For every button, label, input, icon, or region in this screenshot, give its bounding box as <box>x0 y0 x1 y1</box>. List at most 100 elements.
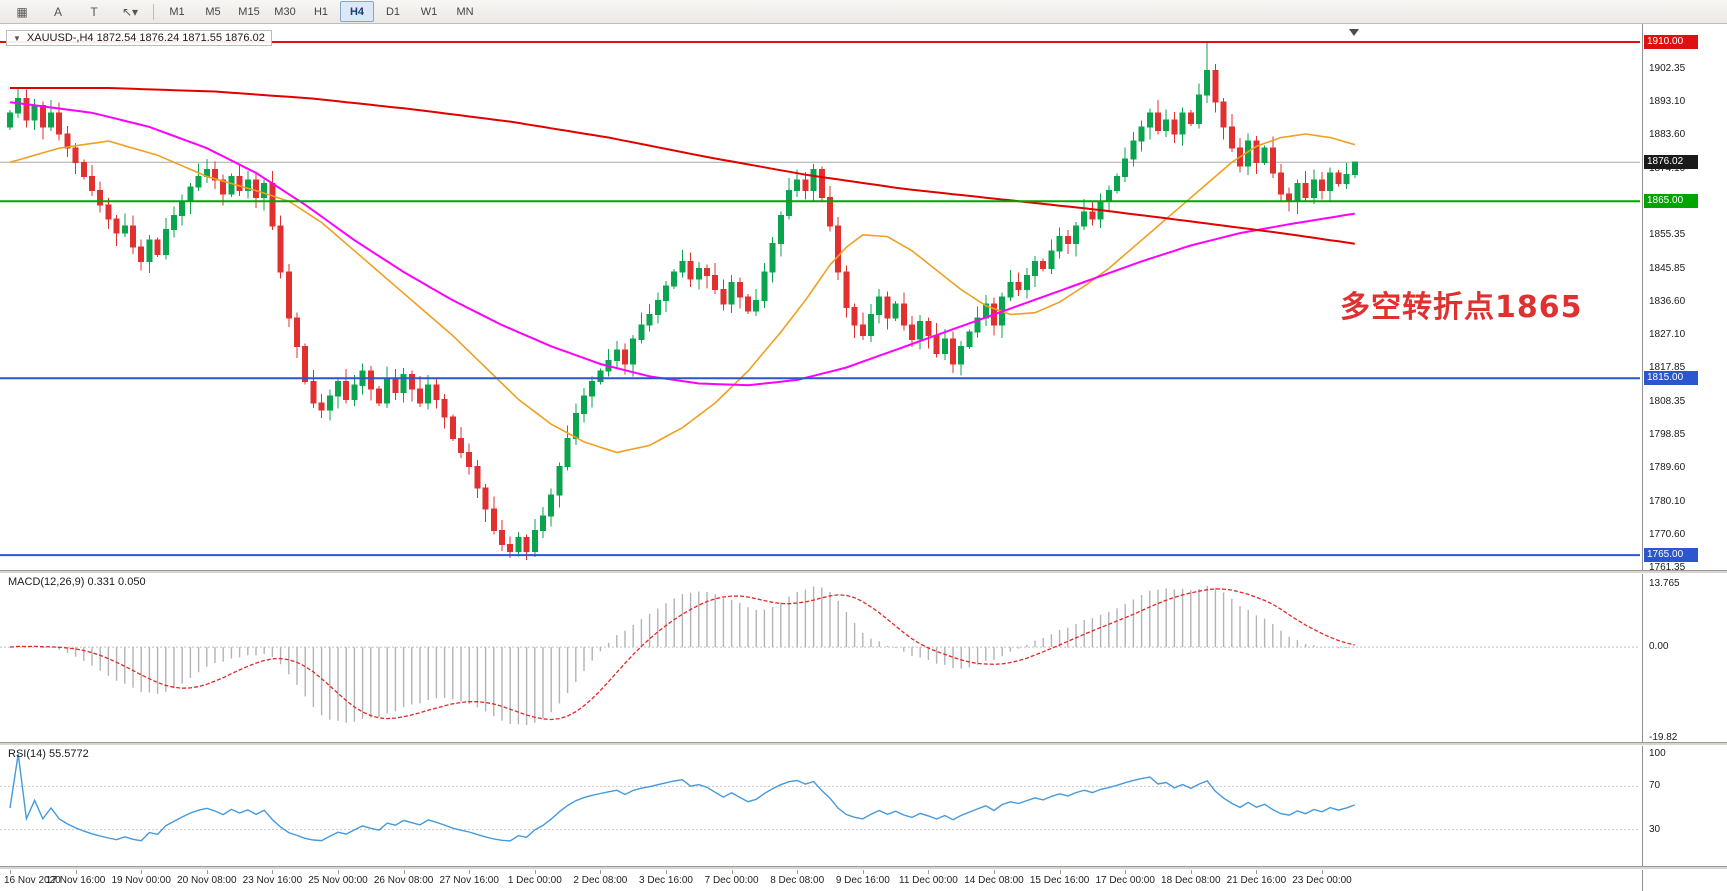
timeframe-m15-button[interactable]: M15 <box>238 5 260 18</box>
time-axis-label: 19 Nov 00:00 <box>111 875 171 886</box>
time-axis-label: 27 Nov 16:00 <box>439 875 499 886</box>
price-tick-label: 1770.60 <box>1649 529 1686 541</box>
time-axis-tick <box>600 870 602 874</box>
price-level-badge[interactable]: 1765.00 <box>1644 548 1698 563</box>
price-tick-label: 1893.10 <box>1649 95 1686 107</box>
time-axis-tick <box>1059 870 1061 874</box>
timeframe-mn-button[interactable]: MN <box>456 5 474 18</box>
time-axis-label: 8 Dec 08:00 <box>770 875 825 886</box>
time-axis-tick <box>75 870 77 874</box>
time-axis[interactable]: 16 Nov 2020 17 Nov 16:00 19 Nov 00:00 20 No… <box>0 870 1642 891</box>
time-axis-tick <box>1256 870 1258 874</box>
time-axis-tick <box>731 870 733 874</box>
price-tick-label: 1789.60 <box>1649 462 1686 474</box>
drawing-tools-button[interactable]: ↖▾ <box>121 4 139 19</box>
rsi-axis-label: 100 <box>1649 748 1666 759</box>
macd-axis-label: -19.82 <box>1649 732 1678 743</box>
price-level-badge[interactable]: 1815.00 <box>1644 371 1698 386</box>
ma-mid-magenta <box>9 101 1355 387</box>
charts-grid-button[interactable]: ▦ <box>16 4 28 19</box>
time-axis-tick <box>1322 870 1323 874</box>
macd-indicator-label: MACD(12,26,9) 0.331 0.050 <box>8 576 146 588</box>
time-axis-label: 20 Nov 08:00 <box>177 875 237 886</box>
time-axis-tick <box>272 870 274 874</box>
time-axis-tick <box>1190 870 1192 874</box>
time-axis-tick <box>797 870 799 874</box>
time-axis-tick <box>403 870 405 874</box>
rsi-axis-label: 30 <box>1649 823 1661 835</box>
collapse-icon[interactable]: ▼ <box>13 33 21 43</box>
price-tick-label: 1845.85 <box>1649 262 1686 274</box>
price-axis[interactable]: 1902.351893.101883.601874.101864.851855.… <box>1642 24 1727 891</box>
timeframe-h1-button[interactable]: H1 <box>313 5 329 18</box>
price-level-badge[interactable]: 1865.00 <box>1644 194 1698 209</box>
toolbar-separator <box>153 3 154 20</box>
time-axis-label: 7 Dec 00:00 <box>704 875 759 886</box>
time-axis-label: 21 Dec 16:00 <box>1226 875 1287 886</box>
chart-area[interactable]: ▼ XAUUSD-,H4 1872.54 1876.24 1871.55 187… <box>0 24 1727 891</box>
rsi-indicator-label: RSI(14) 55.5772 <box>8 748 89 760</box>
time-axis-label: 1 Dec 00:00 <box>507 875 562 886</box>
chart-annotation-text: 多空转折点1865 <box>1340 290 1583 325</box>
panel-divider-macd[interactable] <box>0 570 1727 574</box>
candles-down <box>23 63 1342 560</box>
rsi-line <box>9 753 1356 842</box>
ma-fast-orange <box>9 133 1356 454</box>
time-axis-tick <box>206 870 208 874</box>
price-tick-label: 1761.35 <box>1649 562 1686 573</box>
panel-divider-timeaxis <box>0 866 1727 870</box>
time-axis-tick <box>338 870 339 874</box>
timeframe-m1-button[interactable]: M1 <box>169 5 185 18</box>
time-axis-label: 25 Nov 00:00 <box>308 875 368 886</box>
time-axis-label: 15 Dec 16:00 <box>1029 875 1090 886</box>
macd-axis-label: 0.00 <box>1649 641 1669 653</box>
timeframe-m5-button[interactable]: M5 <box>205 5 221 18</box>
time-axis-label: 17 Nov 16:00 <box>45 875 106 886</box>
time-axis-label: 17 Dec 00:00 <box>1095 875 1155 886</box>
time-axis-label: 3 Dec 16:00 <box>639 875 693 886</box>
time-axis-tick <box>10 870 11 874</box>
time-axis-tick <box>469 870 471 874</box>
chart-shift-marker[interactable] <box>1349 29 1359 36</box>
macd-axis-label: 13.765 <box>1649 578 1680 589</box>
time-axis-tick <box>666 870 667 874</box>
price-tick-label: 1780.10 <box>1649 495 1686 507</box>
symbol-ohlc-text: XAUUSD-,H4 1872.54 1876.24 1871.55 1876.… <box>26 32 265 44</box>
price-tick-label: 1808.35 <box>1649 395 1686 407</box>
price-tick-label: 1798.85 <box>1649 429 1686 441</box>
price-level-badge[interactable]: 1910.00 <box>1644 35 1698 49</box>
time-axis-tick <box>862 870 864 874</box>
timeframe-h4-button[interactable]: H4 <box>340 1 374 22</box>
time-axis-label: 18 Dec 08:00 <box>1161 875 1221 886</box>
panel-divider-rsi[interactable] <box>0 742 1727 746</box>
time-axis-tick <box>141 870 143 874</box>
rsi-axis-label: 70 <box>1649 780 1661 792</box>
price-tick-label: 1827.10 <box>1649 329 1686 341</box>
price-tick-label: 1902.35 <box>1649 63 1686 75</box>
time-axis-label: 26 Nov 08:00 <box>373 875 434 886</box>
ma-slow-red <box>10 87 1355 245</box>
price-tick-label: 1883.60 <box>1649 129 1686 141</box>
time-axis-label: 16 Nov 2020 <box>4 875 61 886</box>
toolbar: ▦ A T ↖▾ M1 M5 M15 M30 H1 H4 D1 W1 MN <box>0 0 1727 24</box>
time-axis-tick <box>1125 870 1127 874</box>
time-axis-tick <box>994 870 995 874</box>
time-axis-label: 11 Dec 00:00 <box>899 875 958 886</box>
time-axis-label: 2 Dec 08:00 <box>573 875 628 886</box>
symbol-header[interactable]: ▼ XAUUSD-,H4 1872.54 1876.24 1871.55 187… <box>6 30 272 46</box>
text-tool-button[interactable]: T <box>90 4 98 19</box>
macd-histogram <box>17 586 1356 726</box>
time-axis-tick <box>928 870 930 874</box>
time-axis-label: 23 Dec 00:00 <box>1292 875 1352 886</box>
current-price-badge: 1876.02 <box>1644 155 1698 170</box>
timeframe-d1-button[interactable]: D1 <box>385 5 401 18</box>
timeframe-w1-button[interactable]: W1 <box>420 5 438 18</box>
price-tick-label: 1836.60 <box>1649 295 1686 307</box>
cursor-a-button[interactable]: A <box>53 4 62 19</box>
timeframe-m30-button[interactable]: M30 <box>274 5 296 18</box>
candles-up <box>7 42 1358 557</box>
chart-canvas[interactable] <box>0 24 1642 891</box>
macd-signal-line <box>9 588 1355 721</box>
price-tick-label: 1855.35 <box>1649 229 1686 241</box>
price-tick-label: 1817.85 <box>1649 362 1686 374</box>
